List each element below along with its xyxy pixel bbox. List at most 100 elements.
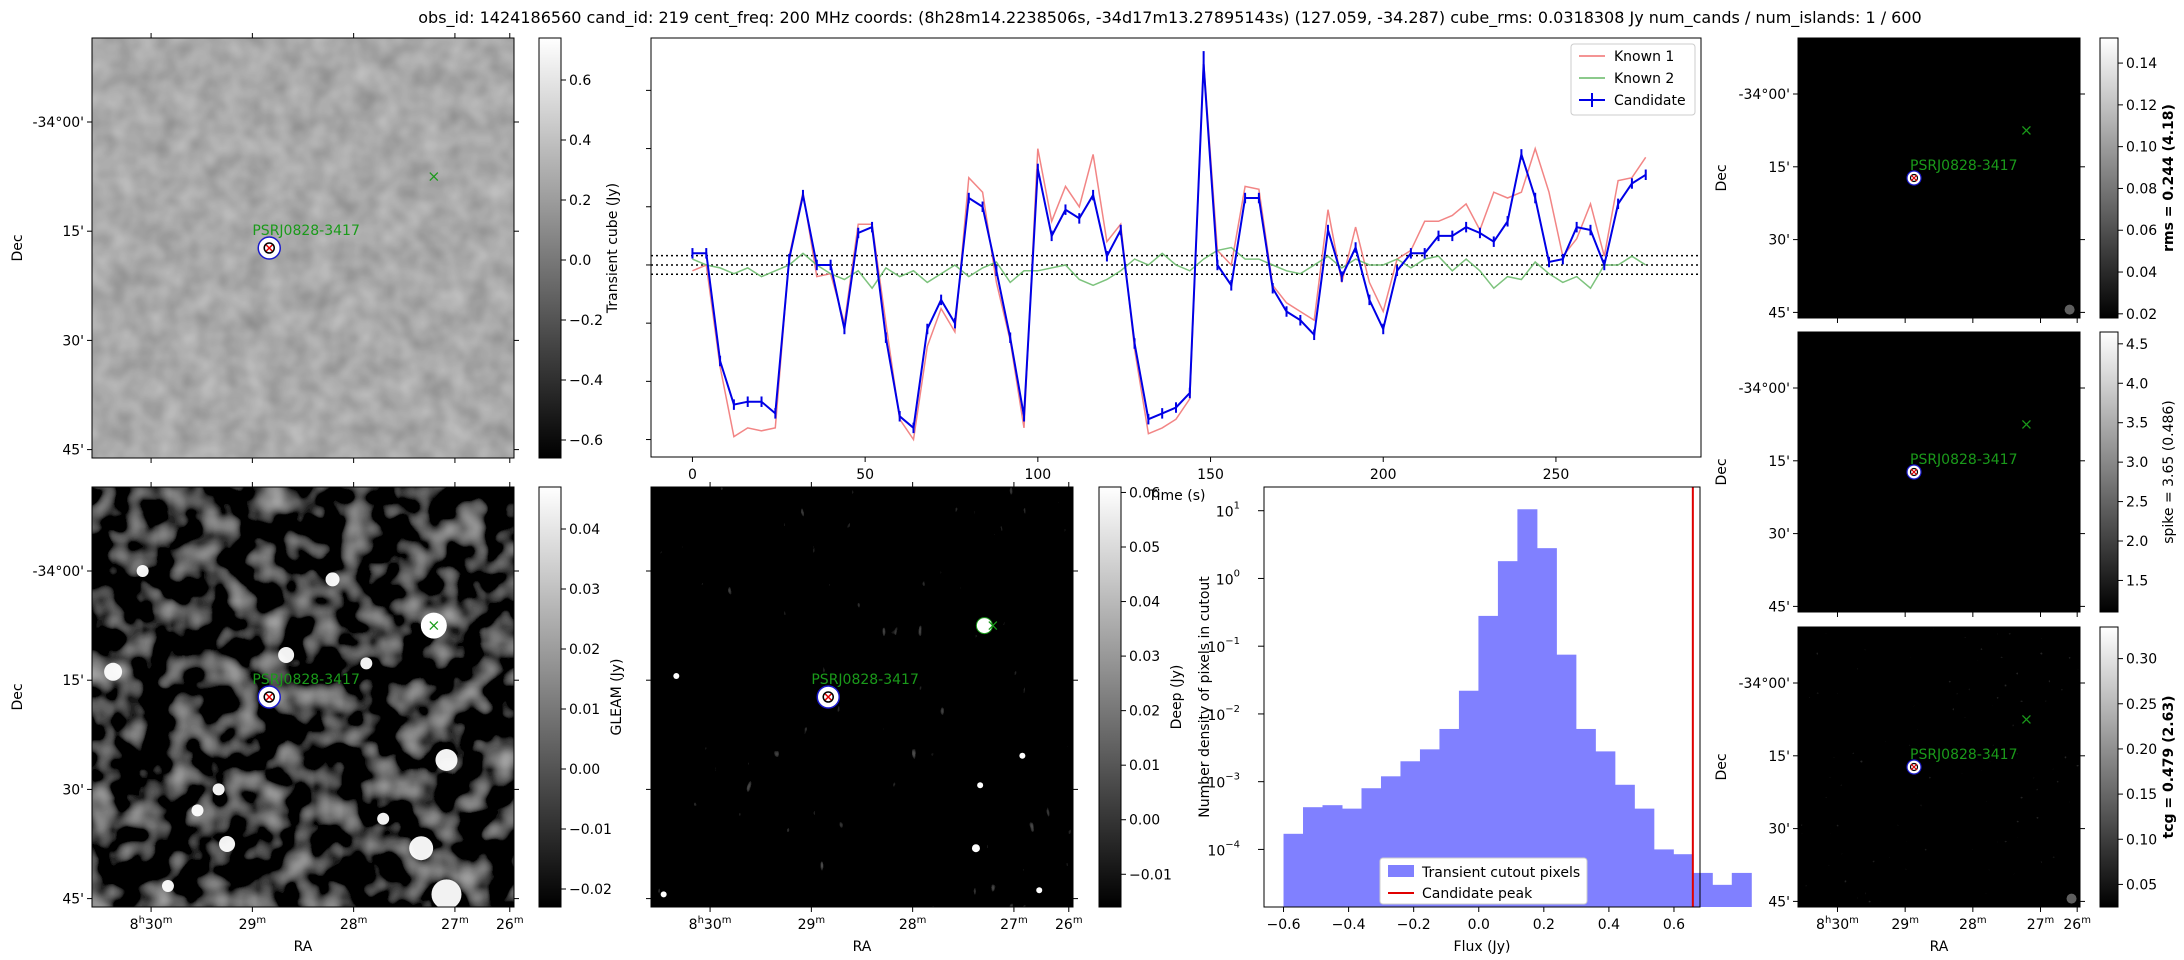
panel-transient-cube: PSRJ0828-3417 -34°00' 15' 30' 45' Dec 0.6 0.4 0.… (10, 33, 621, 463)
x-axis-label: RA (294, 939, 313, 955)
x-tick-sup: m (2081, 915, 2091, 926)
x-tick-label: −0.2 (1397, 917, 1431, 933)
colorbar-tick-label: 0.04 (1129, 595, 1160, 611)
x-tick-part: 30 (1831, 917, 1849, 933)
candidate-cross-marker (1910, 468, 1918, 476)
legend: Transient cutout pixels Candidate peak (1379, 857, 1588, 905)
colorbar-tick-label: 3.0 (2126, 455, 2148, 471)
y-tick-label: 45' (1768, 305, 1790, 321)
y-tick-label: 30' (1768, 527, 1790, 543)
bright-source (161, 880, 174, 892)
bright-source (377, 812, 390, 825)
x-axis-label: RA (1930, 939, 1949, 955)
bright-source (971, 844, 980, 853)
x-tick-label: 0.6 (1663, 917, 1685, 933)
y-tick-exponent: −4 (1225, 839, 1240, 850)
x-tick-label: 8h30m (130, 915, 173, 933)
y-tick-label: 30' (1768, 822, 1790, 838)
x-tick-label: 27m (1000, 915, 1028, 933)
bright-source (409, 836, 434, 861)
x-tick-sup: m (1849, 915, 1859, 926)
bright-source (104, 662, 123, 681)
y-tick-label: 30' (1768, 233, 1790, 249)
colorbar-tick-label: 1.5 (2126, 573, 2148, 589)
image-frame (1797, 626, 2081, 908)
y-tick-label: 45' (62, 892, 84, 908)
known-source-marker (2021, 419, 2031, 429)
candidate-circle-marker (1909, 762, 1919, 772)
y-tick-label: -34°00' (1738, 87, 1790, 103)
histogram-bar (1556, 654, 1577, 907)
x-tick-label: 0.0 (1468, 917, 1490, 933)
image-frame (91, 37, 515, 459)
colorbar-label: rms = 0.244 (4.18) (2161, 104, 2177, 252)
y-tick-label: 15' (62, 224, 84, 240)
x-tick-sup: m (1018, 915, 1028, 926)
colorbar-tick-label: 0.10 (2126, 140, 2157, 156)
bright-source (1019, 752, 1026, 759)
x-tick-label: 150 (1197, 467, 1224, 483)
image-pixels (1798, 38, 2080, 318)
source-name-label: PSRJ0828-3417 (1910, 452, 2018, 468)
x-tick-label: 200 (1370, 467, 1397, 483)
histogram-bar (1653, 849, 1674, 907)
x-tick-sup: m (917, 915, 927, 926)
colorbar-tick-label: 0.02 (569, 642, 600, 658)
y-tick-label: -34°00' (32, 564, 84, 580)
colorbar-tick-label: 0.01 (569, 702, 600, 718)
bright-source (435, 749, 458, 771)
colorbar-tick-label: 0.04 (569, 522, 600, 538)
x-tick-sup: h (698, 915, 704, 926)
x-tick-label: −0.6 (1267, 917, 1301, 933)
histogram-bar (1731, 872, 1752, 907)
colorbar-tick-label: 0.05 (1129, 540, 1160, 556)
histogram-bar (1458, 690, 1479, 907)
colorbar-tick-label: 0.05 (2126, 877, 2157, 893)
x-tick-label: 28m (1959, 915, 1987, 933)
histogram-bar (1478, 615, 1499, 907)
known-source-contour (975, 617, 993, 635)
y-tick-label: 30' (62, 333, 84, 349)
bright-source (1036, 887, 1043, 894)
colorbar-tick-label: 0.04 (2126, 265, 2157, 281)
colorbar-label: Transient cube (Jy) (605, 183, 621, 314)
series-line-known-1 (692, 61, 1647, 442)
image-frame (650, 486, 1074, 908)
candidate-circle-marker (263, 691, 275, 703)
y-tick-label: 15' (62, 673, 84, 689)
x-tick-label: 250 (1543, 467, 1570, 483)
y-tick-label: 45' (1768, 894, 1790, 910)
image-pixels (92, 487, 514, 907)
colorbar-tick-label: 0.06 (1129, 485, 1160, 501)
x-tick-label: 29m (798, 915, 826, 933)
colorbar-label: Deep (Jy) (1169, 665, 1185, 730)
colorbar (2099, 626, 2119, 908)
bright-source (219, 836, 236, 852)
candidate-circle-marker (263, 242, 275, 254)
x-tick-label: 27m (2027, 915, 2055, 933)
colorbar-tick-label: 0.03 (569, 582, 600, 598)
image-pixels (1798, 627, 2080, 907)
source-name-label: PSRJ0828-3417 (252, 672, 359, 688)
plot-frame-top (1263, 486, 1701, 908)
x-tick-label: 26m (496, 915, 524, 933)
colorbar-tick-label: −0.02 (569, 882, 612, 898)
colorbar-tick-label: 0.15 (2126, 787, 2157, 803)
legend-label: Candidate peak (1422, 886, 1533, 902)
panel-rms-map: PSRJ0828-3417 -34°00' 15' 30' 45' Dec 0.14 0.12… (1714, 37, 2177, 323)
y-axis-label: Dec (1714, 164, 1730, 191)
panel-tcg-map: PSRJ0828-3417 -34°00' 15' 30' 45' 8h30m 29m 28m… (1714, 626, 2177, 955)
bright-source (360, 657, 373, 670)
histogram-bar (1322, 805, 1343, 907)
colorbar-tick-label: 0.0 (569, 253, 591, 269)
x-tick-sup: m (815, 915, 825, 926)
histogram-bar (1595, 751, 1616, 907)
histogram-bar (1536, 548, 1557, 907)
x-tick-sup: m (1073, 915, 1083, 926)
y-axis-label: Dec (1714, 753, 1730, 780)
panel-deep: PSRJ0828-3417 8h30m 29m 28m 27m 26m RA 0.06 0.05… (646, 482, 1185, 955)
colorbar-tick-label: 0.02 (2126, 307, 2157, 323)
colorbar-tick-label: 0.30 (2126, 652, 2157, 668)
bright-source (212, 783, 225, 796)
source-name-label: PSRJ0828-3417 (811, 672, 919, 688)
